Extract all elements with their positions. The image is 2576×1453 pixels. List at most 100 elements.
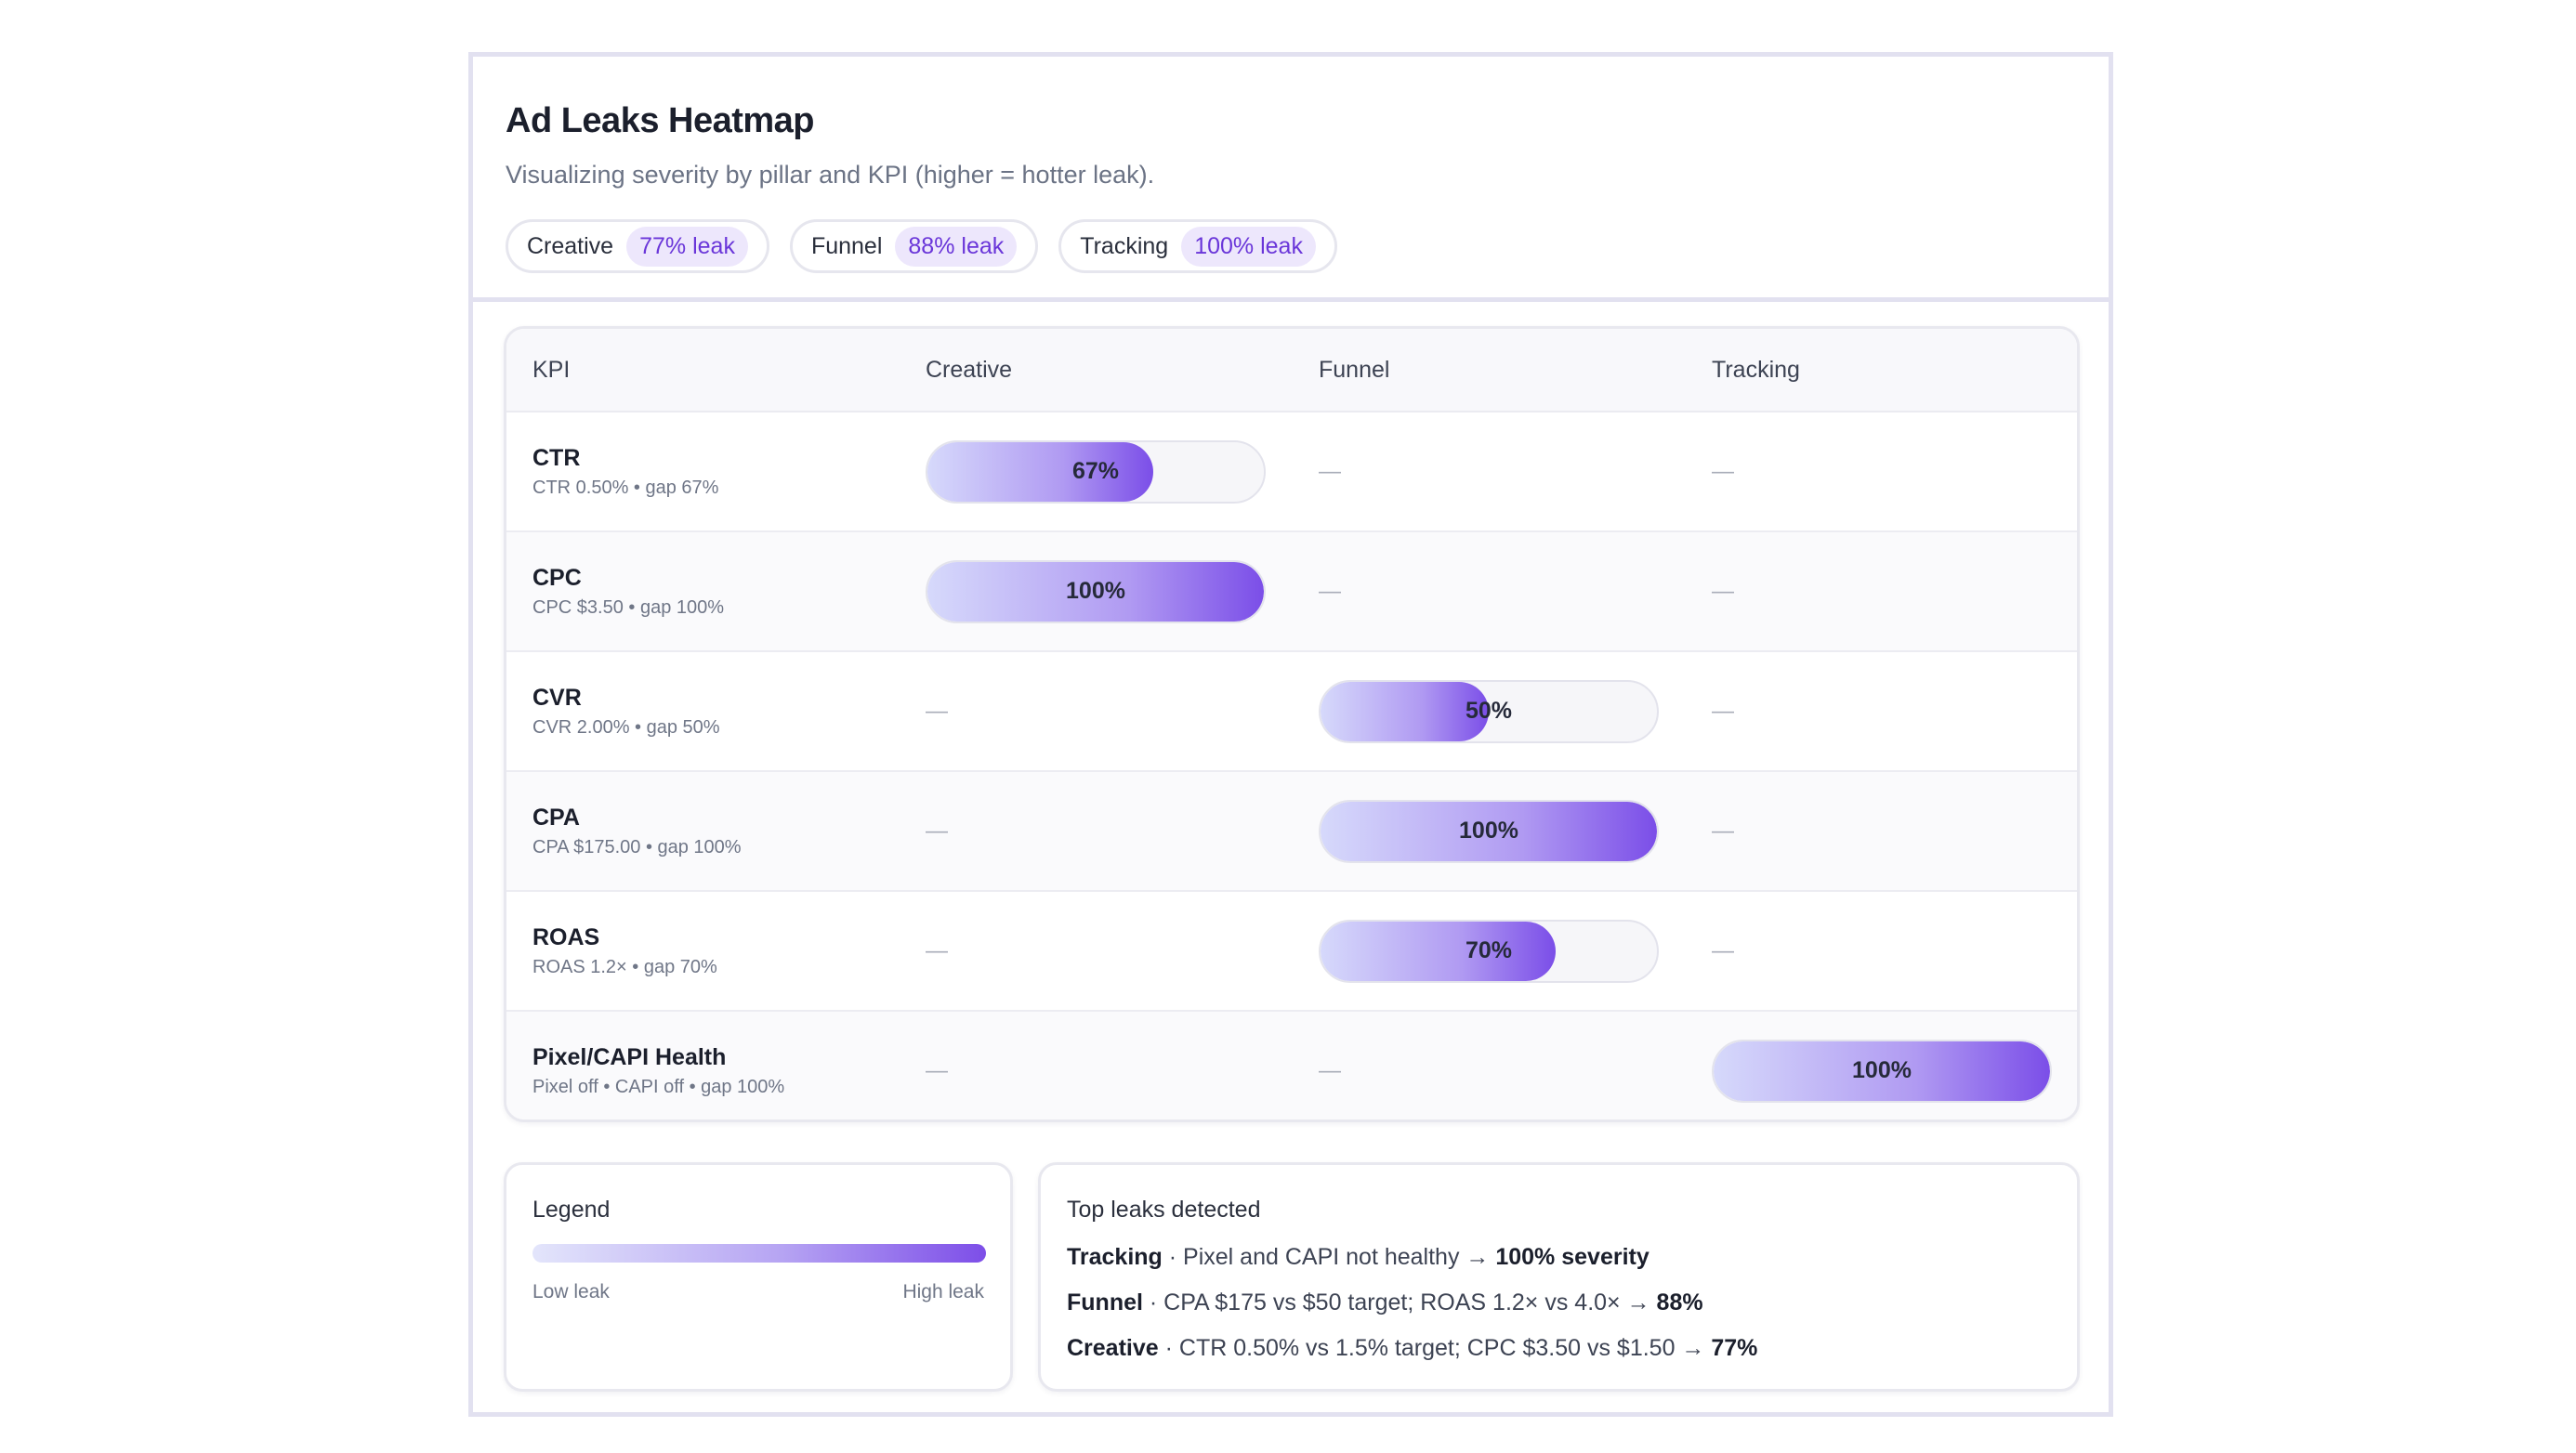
kpi-name: CVR <box>532 684 582 711</box>
page-title: Ad Leaks Heatmap <box>506 101 815 140</box>
kpi-cell: ROAS ROAS 1.2× • gap 70% <box>506 924 900 978</box>
heat-cell: 100% <box>900 559 1293 623</box>
heat-cell: — <box>1686 579 2077 605</box>
severity-bar-fill <box>927 441 1153 502</box>
empty-dash: — <box>1319 458 1341 484</box>
severity-bar-fill <box>1321 921 1557 981</box>
legend-gradient-bar <box>532 1244 986 1263</box>
heat-cell: — <box>1293 1058 1686 1084</box>
pillar-summary-pills: Creative 77% leak Funnel 88% leak Tracki… <box>506 219 1337 273</box>
pill-funnel[interactable]: Funnel 88% leak <box>789 219 1039 273</box>
column-header-tracking: Tracking <box>1712 356 1800 383</box>
heat-cell: 50% <box>1293 679 1686 743</box>
empty-dash: — <box>1712 698 1734 724</box>
leak-severity: 100% severity <box>1495 1244 1649 1270</box>
heat-cell: — <box>900 818 1293 844</box>
top-leaks-panel: Top leaks detected Tracking · Pixel and … <box>1038 1162 2080 1392</box>
severity-bar: 100% <box>926 559 1266 623</box>
leak-item: Tracking · Pixel and CAPI not healthy → … <box>1067 1244 1649 1271</box>
heat-cell: — <box>1293 579 1686 605</box>
kpi-name: CPA <box>532 804 580 831</box>
leak-item: Funnel · CPA $175 vs $50 target; ROAS 1.… <box>1067 1289 1703 1316</box>
kpi-detail: Pixel off • CAPI off • gap 100% <box>532 1076 785 1097</box>
table-header: KPI Creative Funnel Tracking <box>506 329 2077 412</box>
severity-value: 100% <box>1852 1057 1912 1083</box>
leak-badge: 100% leak <box>1181 226 1316 267</box>
heat-cell: 67% <box>900 439 1293 504</box>
severity-bar: 50% <box>1319 679 1659 743</box>
table-body: CTR CTR 0.50% • gap 67% 67% — — CPC CPC $3.50 … <box>506 412 2077 1119</box>
heatmap-table: KPI Creative Funnel Tracking CTR CTR 0.50… <box>504 326 2080 1122</box>
heat-cell: — <box>1686 818 2077 844</box>
table-row: CPA CPA $175.00 • gap 100% — 100% — <box>506 772 2077 892</box>
empty-dash: — <box>1712 937 1734 963</box>
severity-bar: 100% <box>1319 799 1659 863</box>
leak-detail: · Pixel and CAPI not healthy → <box>1162 1244 1496 1270</box>
leak-badge: 77% leak <box>626 226 748 267</box>
leak-item: Creative · CTR 0.50% vs 1.5% target; CPC… <box>1067 1335 1757 1362</box>
heat-cell: — <box>900 938 1293 964</box>
empty-dash: — <box>1712 818 1734 844</box>
table-row: Pixel/CAPI Health Pixel off • CAPI off • … <box>506 1012 2077 1119</box>
kpi-detail: CTR 0.50% • gap 67% <box>532 477 719 498</box>
legend-panel: Legend Low leak High leak <box>504 1162 1013 1392</box>
kpi-detail: CPA $175.00 • gap 100% <box>532 836 742 857</box>
empty-dash: — <box>1319 1057 1341 1083</box>
heat-cell: — <box>1293 459 1686 485</box>
heat-cell: — <box>1686 938 2077 964</box>
pill-label: Funnel <box>810 232 883 259</box>
heat-cell: — <box>1686 699 2077 725</box>
legend-title: Legend <box>532 1197 611 1223</box>
leak-pillar: Funnel <box>1067 1289 1143 1316</box>
column-header-funnel: Funnel <box>1319 356 1390 383</box>
kpi-name: CPC <box>532 564 582 591</box>
leak-severity: 77% <box>1711 1335 1758 1361</box>
severity-bar: 100% <box>1712 1039 2052 1103</box>
leak-pillar: Tracking <box>1067 1244 1163 1270</box>
card-header: Ad Leaks Heatmap Visualizing severity by… <box>473 57 2109 302</box>
column-header-kpi: KPI <box>532 356 571 383</box>
kpi-detail: CPC $3.50 • gap 100% <box>532 596 725 618</box>
heat-cell: 70% <box>1293 919 1686 983</box>
severity-value: 67% <box>1071 458 1120 484</box>
kpi-cell: CPA CPA $175.00 • gap 100% <box>506 805 900 858</box>
table-row: CVR CVR 2.00% • gap 50% — 50% — <box>506 652 2077 772</box>
severity-value: 50% <box>1465 698 1513 724</box>
severity-value: 70% <box>1465 937 1513 963</box>
severity-bar: 67% <box>926 439 1266 504</box>
kpi-name: Pixel/CAPI Health <box>532 1043 727 1070</box>
leak-detail: · CTR 0.50% vs 1.5% target; CPC $3.50 vs… <box>1158 1335 1712 1361</box>
empty-dash: — <box>926 937 948 963</box>
empty-dash: — <box>1712 578 1734 604</box>
kpi-name: ROAS <box>532 923 600 950</box>
kpi-detail: ROAS 1.2× • gap 70% <box>532 956 717 977</box>
legend-low-label: Low leak <box>532 1281 610 1302</box>
pill-label: Creative <box>527 232 614 259</box>
pill-tracking[interactable]: Tracking 100% leak <box>1058 219 1337 273</box>
empty-dash: — <box>1319 578 1341 604</box>
kpi-cell: CVR CVR 2.00% • gap 50% <box>506 685 900 739</box>
top-leaks-title: Top leaks detected <box>1067 1197 1261 1223</box>
heatmap-card: Ad Leaks Heatmap Visualizing severity by… <box>468 52 2113 1417</box>
table-row: CPC CPC $3.50 • gap 100% 100% — — <box>506 532 2077 652</box>
heat-cell: — <box>1686 459 2077 485</box>
table-row: ROAS ROAS 1.2× • gap 70% — 70% — <box>506 892 2077 1012</box>
heat-cell: — <box>900 1058 1293 1084</box>
leak-pillar: Creative <box>1067 1335 1159 1361</box>
severity-bar-fill <box>1321 801 1657 861</box>
leak-severity: 88% <box>1656 1289 1703 1316</box>
severity-bar-fill <box>1714 1041 2050 1101</box>
column-header-creative: Creative <box>926 356 1013 383</box>
severity-bar-fill <box>1321 681 1489 741</box>
severity-value: 100% <box>1459 818 1518 844</box>
kpi-detail: CVR 2.00% • gap 50% <box>532 716 720 738</box>
empty-dash: — <box>926 698 948 724</box>
page-subtitle: Visualizing severity by pillar and KPI (… <box>506 161 1155 189</box>
leak-detail: · CPA $175 vs $50 target; ROAS 1.2× vs 4… <box>1142 1289 1657 1316</box>
severity-value: 100% <box>1066 578 1125 604</box>
empty-dash: — <box>926 1057 948 1083</box>
heat-cell: 100% <box>1686 1039 2077 1103</box>
pill-creative[interactable]: Creative 77% leak <box>506 219 769 273</box>
kpi-name: CTR <box>532 444 581 471</box>
severity-bar-fill <box>927 561 1264 622</box>
